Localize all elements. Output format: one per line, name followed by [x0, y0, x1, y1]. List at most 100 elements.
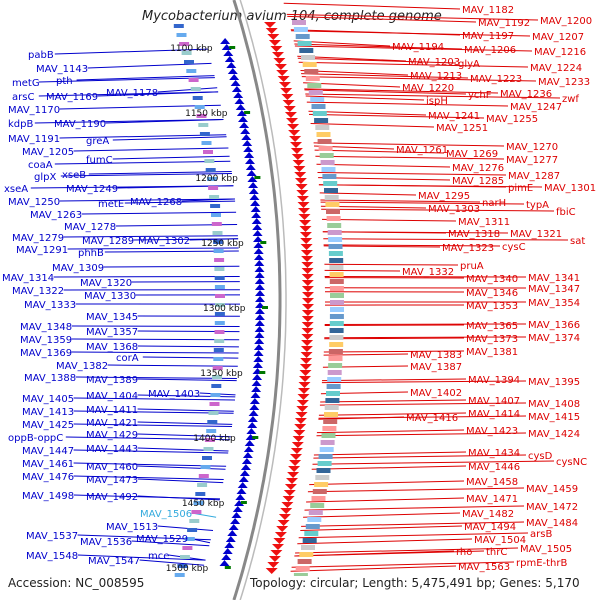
gene-label: MAV_1247 — [510, 102, 562, 113]
leader-line — [112, 155, 230, 160]
gene-label: MAV_1295 — [418, 191, 470, 202]
forward-gene-arrow — [270, 46, 283, 52]
reverse-gene-arrow — [224, 542, 235, 548]
gene-label: MAV_1429 — [86, 430, 138, 441]
leader-line — [314, 149, 445, 154]
gene-label: MAV_1353 — [466, 301, 518, 312]
leader-line — [137, 378, 237, 382]
forward-gene-arrow — [277, 76, 290, 82]
gene-label: MAV_1340 — [466, 274, 518, 285]
gene-label: MAV_1223 — [470, 74, 522, 85]
gene-label: MAV_1194 — [392, 42, 444, 53]
gene-label: MAV_1213 — [410, 71, 462, 82]
gene-label: MAV_1395 — [528, 377, 580, 388]
reverse-gene-arrow — [253, 356, 264, 362]
gene-label: MAV_1394 — [468, 375, 520, 386]
reverse-gene-arrow — [250, 206, 261, 212]
gene-label: metE — [98, 199, 124, 210]
leader-line — [73, 494, 221, 500]
gene-label: MAV_1492 — [86, 492, 138, 503]
leader-line — [324, 276, 527, 278]
feature-block — [329, 328, 344, 333]
gene-label: MAV_1190 — [54, 119, 106, 130]
leader-line — [137, 465, 226, 470]
reverse-gene-arrow — [234, 500, 245, 506]
reverse-gene-arrow — [253, 344, 264, 350]
reverse-gene-arrow — [241, 134, 252, 140]
gene-label: MAV_1287 — [508, 171, 560, 182]
gene-label: MAV_1359 — [20, 335, 72, 346]
leader-line — [306, 497, 465, 503]
feature-block — [301, 55, 315, 60]
leader-line — [305, 95, 425, 101]
forward-gene-arrow — [299, 220, 311, 226]
forward-gene-arrow — [267, 34, 280, 40]
leader-line — [323, 245, 441, 248]
leader-line — [297, 57, 457, 64]
reverse-gene-arrow — [235, 104, 246, 110]
leader-line — [324, 263, 459, 266]
forward-gene-arrow — [291, 442, 304, 448]
gene-label: MAV_1548 — [26, 551, 78, 562]
gene-label: MAV_1178 — [106, 88, 158, 99]
gene-label: MAV_1447 — [22, 446, 74, 457]
feature-block — [324, 188, 338, 193]
gene-label: MAV_1341 — [528, 273, 580, 284]
leader-line — [73, 147, 229, 152]
feature-block — [213, 249, 224, 253]
reverse-gene-arrow — [237, 482, 248, 488]
leader-line — [307, 487, 525, 493]
gene-label: zwf — [562, 94, 579, 105]
kbp-tick-label: 1250 kbp — [201, 239, 244, 249]
reverse-gene-arrow — [253, 242, 264, 248]
leader-line — [301, 76, 537, 82]
gene-label: MAV_1547 — [88, 556, 140, 567]
gene-label: MAV_1302 — [138, 236, 190, 247]
feature-block — [329, 342, 344, 347]
reverse-gene-arrow — [251, 212, 262, 218]
leader-line — [317, 172, 507, 176]
leader-line — [59, 104, 221, 110]
gene-label: corA — [116, 353, 139, 364]
leader-line — [324, 337, 465, 340]
feature-block — [182, 546, 193, 550]
forward-gene-arrow — [300, 244, 313, 250]
leader-line — [311, 465, 467, 470]
feature-block — [311, 104, 326, 109]
reverse-gene-arrow — [240, 464, 251, 470]
reverse-gene-arrow — [247, 422, 258, 428]
reverse-gene-arrow — [249, 398, 260, 404]
gene-label: glyA — [458, 59, 480, 70]
reverse-gene-arrow — [225, 536, 236, 542]
gene-label: MAV_1536 — [80, 537, 132, 548]
forward-gene-arrow — [294, 424, 307, 430]
forward-gene-arrow — [299, 364, 312, 370]
feature-block — [199, 132, 210, 136]
gene-label: MAV_1461 — [22, 459, 74, 470]
feature-block — [327, 223, 342, 228]
leader-line — [298, 532, 529, 539]
leader-line — [300, 525, 463, 531]
gene-label: rpmE-thrB — [516, 558, 567, 569]
feature-block — [327, 230, 342, 235]
forward-gene-arrow — [280, 508, 293, 514]
gene-label: MAV_1459 — [526, 484, 578, 495]
feature-block — [173, 24, 184, 28]
feature-block — [323, 419, 338, 424]
gene-label: MAV_1347 — [528, 284, 580, 295]
feature-block — [293, 573, 308, 578]
feature-block — [315, 475, 330, 480]
reverse-gene-arrow — [230, 80, 241, 86]
forward-gene-arrow — [281, 94, 294, 100]
leader-line — [105, 119, 224, 124]
forward-gene-arrow — [265, 568, 278, 574]
leader-line — [294, 550, 485, 557]
gene-label: MAV_1403 — [148, 389, 200, 400]
reverse-gene-arrow — [254, 278, 265, 284]
feature-block — [174, 573, 185, 577]
leader-line — [321, 208, 555, 212]
kbp-tick-label: 1300 kbp — [203, 304, 246, 314]
leader-line — [290, 565, 457, 572]
forward-gene-arrow — [301, 322, 314, 328]
